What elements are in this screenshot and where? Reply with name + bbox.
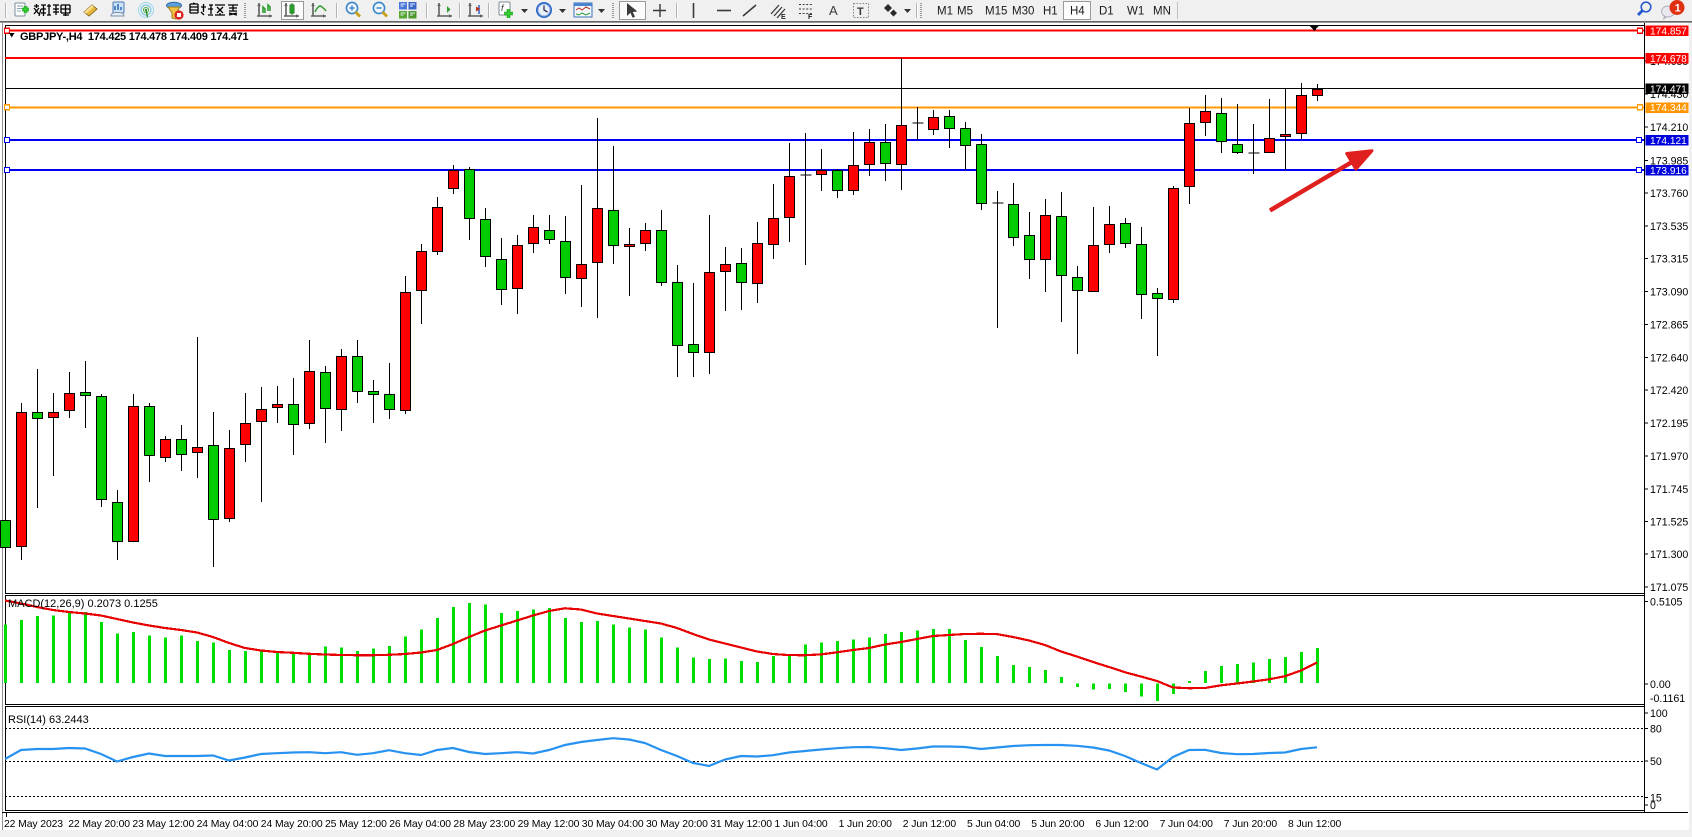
svg-text:22 May 20:00: 22 May 20:00 bbox=[68, 819, 130, 830]
svg-text:173.090: 173.090 bbox=[1650, 287, 1688, 299]
svg-text:1: 1 bbox=[1675, 3, 1681, 15]
svg-text:174.678: 174.678 bbox=[1650, 54, 1687, 65]
svg-text:23 May 12:00: 23 May 12:00 bbox=[132, 819, 194, 830]
svg-text:80: 80 bbox=[1650, 723, 1662, 735]
svg-text:7 Jun 04:00: 7 Jun 04:00 bbox=[1160, 819, 1214, 830]
svg-text:5 Jun 04:00: 5 Jun 04:00 bbox=[967, 819, 1021, 830]
svg-text:1 Jun 04:00: 1 Jun 04:00 bbox=[774, 819, 828, 830]
svg-text:E: E bbox=[781, 14, 786, 21]
svg-text:GBPJPY-,H4 174.425 174.478 17: GBPJPY-,H4 174.425 174.478 174.409 174.4… bbox=[20, 31, 249, 43]
svg-text:172.195: 172.195 bbox=[1650, 418, 1688, 430]
svg-text:171.525: 171.525 bbox=[1650, 517, 1688, 529]
svg-text:173.985: 173.985 bbox=[1650, 156, 1688, 168]
svg-text:MN: MN bbox=[1153, 6, 1171, 18]
svg-text:25 May 12:00: 25 May 12:00 bbox=[325, 819, 387, 830]
svg-text:H4: H4 bbox=[1070, 6, 1085, 18]
svg-text:24 May 20:00: 24 May 20:00 bbox=[261, 819, 323, 830]
svg-text:171.970: 171.970 bbox=[1650, 451, 1688, 463]
svg-text:MACD(12,26,9) 0.2073 0.1255: MACD(12,26,9) 0.2073 0.1255 bbox=[8, 598, 158, 610]
svg-text:30 May 20:00: 30 May 20:00 bbox=[646, 819, 708, 830]
svg-text:-0.1161: -0.1161 bbox=[1650, 693, 1685, 705]
svg-text:30 May 04:00: 30 May 04:00 bbox=[582, 819, 644, 830]
svg-text:50: 50 bbox=[1650, 756, 1662, 768]
svg-text:174.857: 174.857 bbox=[1650, 27, 1687, 38]
svg-text:174.210: 174.210 bbox=[1650, 122, 1688, 134]
svg-text:5 Jun 20:00: 5 Jun 20:00 bbox=[1031, 819, 1085, 830]
svg-text:8 Jun 12:00: 8 Jun 12:00 bbox=[1288, 819, 1342, 830]
svg-text:28 May 23:00: 28 May 23:00 bbox=[453, 819, 515, 830]
svg-text:171.075: 171.075 bbox=[1650, 582, 1688, 594]
svg-text:M30: M30 bbox=[1012, 6, 1034, 18]
svg-text:171.745: 171.745 bbox=[1650, 484, 1688, 496]
svg-text:7 Jun 20:00: 7 Jun 20:00 bbox=[1224, 819, 1278, 830]
svg-text:173.535: 173.535 bbox=[1650, 221, 1688, 233]
svg-text:22 May 2023: 22 May 2023 bbox=[4, 819, 63, 830]
svg-text:173.315: 173.315 bbox=[1650, 254, 1688, 266]
svg-text:15: 15 bbox=[1650, 793, 1662, 805]
svg-text:M5: M5 bbox=[957, 6, 973, 18]
svg-text:24 May 04:00: 24 May 04:00 bbox=[197, 819, 259, 830]
svg-text:0.00: 0.00 bbox=[1650, 679, 1671, 691]
svg-text:172.865: 172.865 bbox=[1650, 320, 1688, 332]
svg-text:100: 100 bbox=[1650, 708, 1668, 720]
svg-text:H1: H1 bbox=[1043, 6, 1058, 18]
svg-text:31 May 12:00: 31 May 12:00 bbox=[710, 819, 772, 830]
svg-text:173.916: 173.916 bbox=[1650, 166, 1687, 177]
svg-text:174.471: 174.471 bbox=[1650, 84, 1687, 95]
svg-text:0.5105: 0.5105 bbox=[1650, 597, 1683, 609]
svg-text:f: f bbox=[501, 3, 505, 13]
svg-text:174.121: 174.121 bbox=[1650, 136, 1687, 147]
svg-text:26 May 04:00: 26 May 04:00 bbox=[389, 819, 451, 830]
svg-text:D1: D1 bbox=[1099, 6, 1114, 18]
svg-text:M15: M15 bbox=[985, 6, 1007, 18]
svg-text:172.420: 172.420 bbox=[1650, 385, 1688, 397]
svg-text:171.300: 171.300 bbox=[1650, 549, 1688, 561]
svg-text:174.344: 174.344 bbox=[1650, 103, 1687, 114]
svg-text:T: T bbox=[857, 6, 864, 18]
svg-text:6 Jun 12:00: 6 Jun 12:00 bbox=[1095, 819, 1149, 830]
svg-text:29 May 12:00: 29 May 12:00 bbox=[518, 819, 580, 830]
svg-text:2 Jun 12:00: 2 Jun 12:00 bbox=[903, 819, 957, 830]
svg-text:RSI(14) 63.2443: RSI(14) 63.2443 bbox=[8, 714, 89, 726]
svg-text:173.760: 173.760 bbox=[1650, 188, 1688, 200]
svg-text:A: A bbox=[829, 3, 838, 18]
svg-text:172.640: 172.640 bbox=[1650, 353, 1688, 365]
svg-text:W1: W1 bbox=[1127, 6, 1144, 18]
svg-text:F: F bbox=[808, 14, 813, 21]
svg-text:0: 0 bbox=[1650, 800, 1656, 812]
svg-text:1 Jun 20:00: 1 Jun 20:00 bbox=[839, 819, 893, 830]
svg-text:M1: M1 bbox=[937, 6, 953, 18]
